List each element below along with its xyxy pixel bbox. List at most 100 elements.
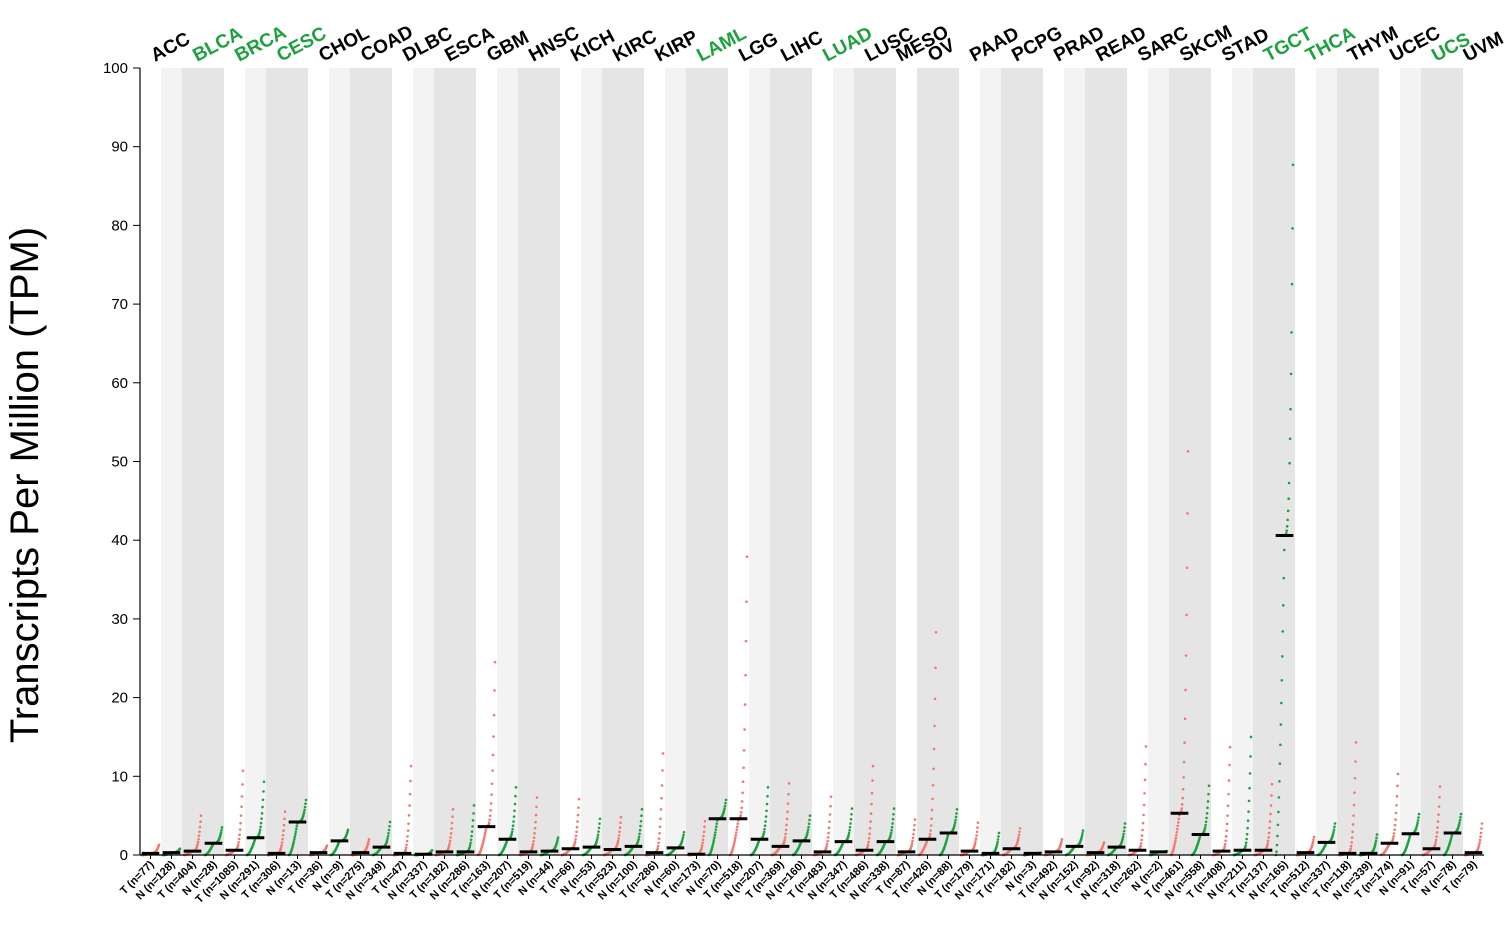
data-point (912, 828, 916, 832)
data-point (472, 812, 475, 815)
data-point (724, 798, 728, 802)
data-point (513, 809, 516, 813)
data-point (198, 830, 201, 833)
data-point (1140, 834, 1144, 837)
data-point (1268, 820, 1272, 823)
data-point (292, 842, 295, 845)
y-tick-label: 100 (103, 60, 128, 77)
data-point (712, 838, 716, 842)
data-point (715, 822, 719, 825)
data-point (1276, 823, 1280, 827)
data-point (889, 831, 893, 835)
data-point (574, 834, 578, 838)
data-point (1204, 820, 1208, 824)
data-point (1184, 688, 1187, 692)
data-point (199, 814, 203, 817)
data-point (157, 843, 161, 847)
column-band (770, 68, 792, 855)
data-point (703, 825, 706, 829)
data-point (741, 780, 745, 783)
data-point (219, 833, 222, 836)
column-band (833, 68, 855, 855)
data-point (1349, 847, 1352, 851)
data-point (1203, 826, 1207, 829)
data-point (913, 818, 917, 821)
y-tick-label: 50 (111, 454, 128, 471)
data-point (449, 832, 453, 835)
data-point (1374, 841, 1377, 845)
data-point (1438, 795, 1441, 799)
column-band (203, 68, 225, 855)
data-point (891, 817, 895, 821)
data-point (488, 814, 492, 818)
data-point (575, 830, 578, 834)
data-point (745, 555, 749, 559)
data-point (597, 826, 601, 830)
data-point (766, 786, 770, 789)
data-point (1349, 844, 1353, 848)
data-point (258, 828, 262, 832)
column-band (1001, 68, 1023, 855)
data-point (933, 724, 936, 728)
data-point (385, 839, 389, 842)
data-point (304, 798, 308, 802)
data-point (1248, 772, 1252, 775)
data-point (1102, 841, 1106, 844)
data-point (510, 830, 514, 834)
data-point (996, 840, 999, 844)
data-point (511, 824, 515, 828)
data-point (260, 812, 264, 815)
data-point (596, 833, 600, 837)
column-band (560, 68, 582, 855)
data-point (786, 810, 789, 814)
data-point (868, 827, 872, 830)
data-point (281, 833, 285, 837)
column-band (602, 68, 624, 855)
data-point (406, 835, 409, 838)
data-point (890, 829, 893, 832)
data-point (1477, 843, 1481, 847)
data-point (1285, 525, 1289, 528)
column-band (1064, 68, 1086, 855)
data-point (946, 834, 950, 838)
column-band (1274, 68, 1296, 855)
data-point (681, 835, 685, 839)
column-band (1106, 68, 1128, 855)
data-point (713, 833, 717, 837)
data-point (681, 837, 684, 841)
data-point (483, 836, 486, 839)
data-point (736, 822, 740, 825)
data-point (805, 832, 809, 836)
data-point (976, 826, 979, 829)
data-point (744, 639, 748, 643)
data-point (573, 840, 577, 843)
data-point (867, 837, 871, 840)
data-point (1207, 784, 1211, 788)
data-point (1244, 841, 1248, 845)
data-point (1457, 823, 1461, 827)
data-point (975, 834, 978, 837)
data-point (1459, 812, 1463, 816)
data-point (237, 837, 241, 841)
data-point (783, 836, 787, 839)
data-point (1416, 821, 1419, 825)
data-point (1206, 806, 1209, 810)
data-point (783, 838, 786, 842)
data-point (1375, 836, 1378, 840)
data-point (928, 835, 931, 838)
data-point (701, 841, 704, 845)
data-point (826, 836, 830, 839)
data-point (1123, 822, 1127, 825)
data-point (1267, 831, 1271, 835)
data-point (1480, 827, 1483, 830)
data-point (1205, 816, 1208, 820)
data-point (1282, 548, 1286, 552)
column-band (224, 68, 246, 855)
data-point (1247, 810, 1250, 813)
data-point (556, 836, 560, 839)
column-band (1190, 68, 1212, 855)
data-point (955, 812, 958, 815)
data-point (1352, 814, 1355, 817)
column-band (182, 68, 204, 855)
